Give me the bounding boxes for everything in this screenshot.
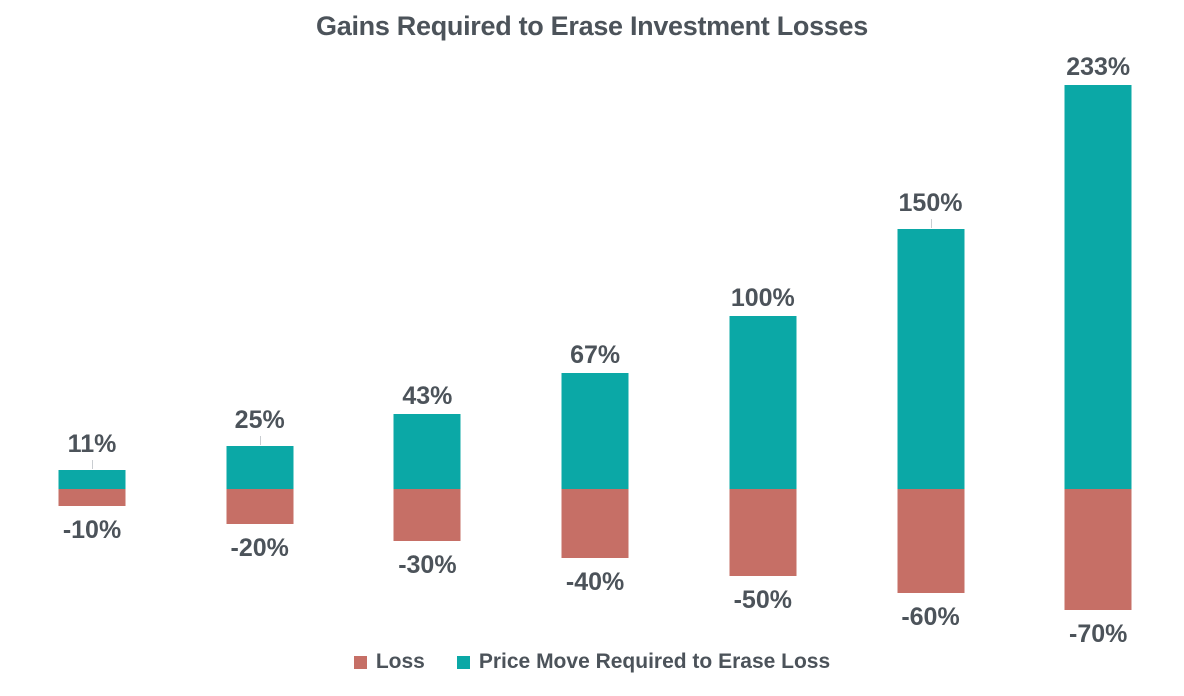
gain-bar <box>561 372 629 489</box>
gain-label: 25% <box>234 405 285 434</box>
legend-item: Price Move Required to Erase Loss <box>456 650 831 674</box>
gain-bar <box>58 469 126 489</box>
gain-bar <box>897 228 964 489</box>
label-leader-line <box>259 435 261 445</box>
gain-bar <box>393 414 461 489</box>
gain-label: 233% <box>1066 52 1131 81</box>
loss-label: -70% <box>1069 620 1128 649</box>
gain-label: 67% <box>570 340 621 369</box>
loss-bar <box>393 489 461 542</box>
legend-swatch-icon <box>456 655 470 669</box>
loss-label: -10% <box>62 516 122 545</box>
loss-label: -30% <box>398 551 457 580</box>
gain-bar <box>226 445 294 489</box>
legend: Loss Price Move Required to Erase Loss <box>0 650 1184 674</box>
loss-bar <box>561 489 629 559</box>
gain-bar <box>729 315 797 489</box>
label-leader-line <box>92 459 93 469</box>
chart-title: Gains Required to Erase Investment Losse… <box>316 11 868 41</box>
loss-bar <box>729 489 797 576</box>
loss-label: -60% <box>901 603 960 632</box>
loss-label: -20% <box>230 533 289 562</box>
label-leader-line <box>930 218 932 228</box>
loss-bar <box>226 489 294 524</box>
gain-bar <box>1064 84 1132 489</box>
loss-label: -40% <box>565 568 625 597</box>
loss-bar <box>58 489 126 507</box>
gain-label: 11% <box>67 429 117 458</box>
legend-label: Price Move Required to Erase Loss <box>478 650 831 673</box>
legend-label: Loss <box>375 650 425 673</box>
legend-item: Loss <box>353 650 425 674</box>
legend-swatch-icon <box>353 655 367 669</box>
gain-label: 100% <box>730 283 795 312</box>
loss-label: -50% <box>733 585 792 614</box>
gain-label: 43% <box>402 382 453 411</box>
loss-bar <box>897 489 964 594</box>
loss-bar <box>1064 489 1132 611</box>
gain-label: 150% <box>898 188 963 217</box>
